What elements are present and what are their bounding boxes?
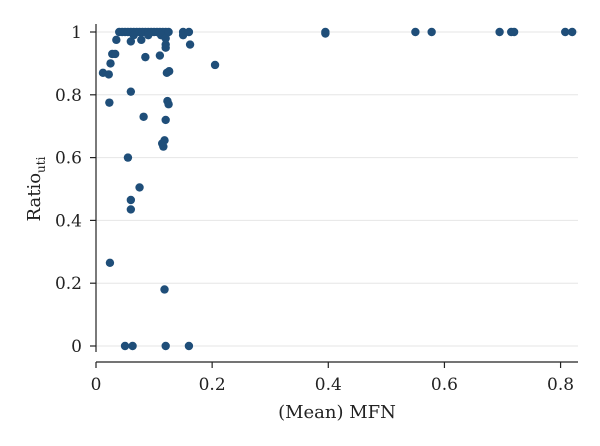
x-tick-label: 0.6 <box>431 375 458 395</box>
x-axis-title: (Mean) MFN <box>278 402 396 423</box>
data-point <box>567 27 577 37</box>
data-point <box>105 258 115 267</box>
gridlines <box>96 31 578 347</box>
data-point <box>135 183 144 192</box>
data-point <box>185 40 195 49</box>
data-point <box>161 341 170 351</box>
x-tick-label: 0.8 <box>547 375 574 395</box>
y-axis-title-subscript: uti <box>34 156 48 173</box>
data-point <box>184 27 194 37</box>
data-point <box>321 29 330 38</box>
x-axis-ticks: 0 0.2 0.4 0.6 0.8 <box>91 362 574 395</box>
data-point <box>120 341 130 351</box>
data-point <box>427 27 436 37</box>
y-axis-title-main: Ratio <box>24 173 45 222</box>
data-point <box>164 100 173 109</box>
x-tick-label: 0.4 <box>315 375 342 395</box>
x-tick-label: 0.2 <box>199 375 226 395</box>
data-point <box>210 60 220 70</box>
data-point <box>411 27 420 37</box>
data-point <box>184 341 194 351</box>
data-point <box>128 341 137 351</box>
data-points <box>98 27 577 351</box>
axes <box>95 24 578 363</box>
data-point <box>110 49 120 59</box>
y-tick-label: 0.6 <box>55 149 82 169</box>
data-point <box>126 205 136 214</box>
data-point <box>137 35 146 45</box>
data-point <box>104 70 113 79</box>
data-point <box>123 153 133 162</box>
data-point <box>159 142 168 151</box>
x-tick-label: 0 <box>91 375 102 395</box>
data-point <box>126 195 136 205</box>
y-tick-label: 0.2 <box>55 274 82 294</box>
data-point <box>139 112 148 121</box>
data-point <box>161 43 170 52</box>
y-tick-label: 0 <box>71 337 82 357</box>
data-point <box>112 35 121 45</box>
data-point <box>126 87 136 96</box>
data-point <box>164 67 174 76</box>
data-point <box>495 27 504 37</box>
y-axis-title: Ratiouti <box>24 156 48 221</box>
data-point <box>509 27 519 37</box>
data-point <box>160 285 169 294</box>
data-point <box>141 52 150 62</box>
y-tick-label: 0.8 <box>55 86 82 106</box>
data-point <box>105 98 114 107</box>
data-point <box>129 30 138 40</box>
data-point <box>561 27 570 37</box>
y-tick-label: 0.4 <box>55 211 82 231</box>
y-tick-label: 1 <box>71 23 82 43</box>
data-point <box>106 59 115 68</box>
data-point <box>144 30 153 40</box>
data-point <box>161 34 170 43</box>
data-point <box>126 37 136 46</box>
data-point <box>161 115 170 125</box>
data-point <box>155 51 165 60</box>
data-point <box>164 27 173 37</box>
y-axis-ticks: 0 0.2 0.4 0.6 0.8 1 <box>55 23 96 357</box>
